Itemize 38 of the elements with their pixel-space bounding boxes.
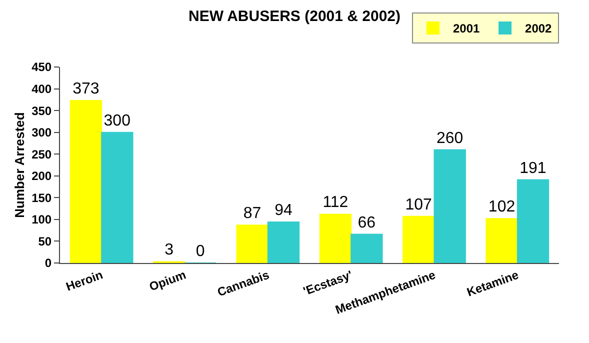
bar <box>236 224 268 263</box>
data-label: 3 <box>164 242 174 259</box>
bar <box>434 149 466 263</box>
y-tick-label: 200 <box>32 169 52 184</box>
x-tick-label: Heroin <box>64 268 105 294</box>
data-label: 102 <box>488 198 516 216</box>
bar <box>267 222 300 263</box>
data-label: 66 <box>358 214 376 232</box>
data-label: 107 <box>405 196 432 214</box>
data-label: 373 <box>72 80 100 98</box>
bar <box>70 100 102 263</box>
x-tick-label: Opium <box>147 268 188 294</box>
bar <box>486 218 518 263</box>
bar <box>319 214 352 263</box>
bar <box>350 234 383 263</box>
bar <box>516 179 550 263</box>
y-tick-label: 400 <box>32 82 52 96</box>
data-label: 300 <box>104 112 131 130</box>
legend-label: 2002 <box>525 22 552 36</box>
legend-label: 2001 <box>453 22 480 36</box>
y-tick-label: 0 <box>44 256 52 270</box>
data-label: 87 <box>243 205 262 222</box>
y-tick-label: 50 <box>38 234 52 248</box>
data-label: 94 <box>274 202 292 220</box>
chart-title: NEW ABUSERS (2001 & 2002) <box>188 8 401 25</box>
data-label: 260 <box>436 130 464 147</box>
data-label: 0 <box>196 243 205 260</box>
y-tick-label: 150 <box>32 190 52 205</box>
y-tick-label: 250 <box>32 147 52 162</box>
data-label: 112 <box>322 194 348 212</box>
y-axis-title: Number Arrested <box>12 112 27 218</box>
y-tick-label: 450 <box>32 60 52 74</box>
y-tick-label: 300 <box>32 126 52 140</box>
bar <box>402 216 435 263</box>
data-label: 191 <box>520 160 546 177</box>
bar <box>101 132 134 263</box>
y-tick-label: 100 <box>32 212 52 227</box>
y-tick-label: 350 <box>32 104 52 118</box>
